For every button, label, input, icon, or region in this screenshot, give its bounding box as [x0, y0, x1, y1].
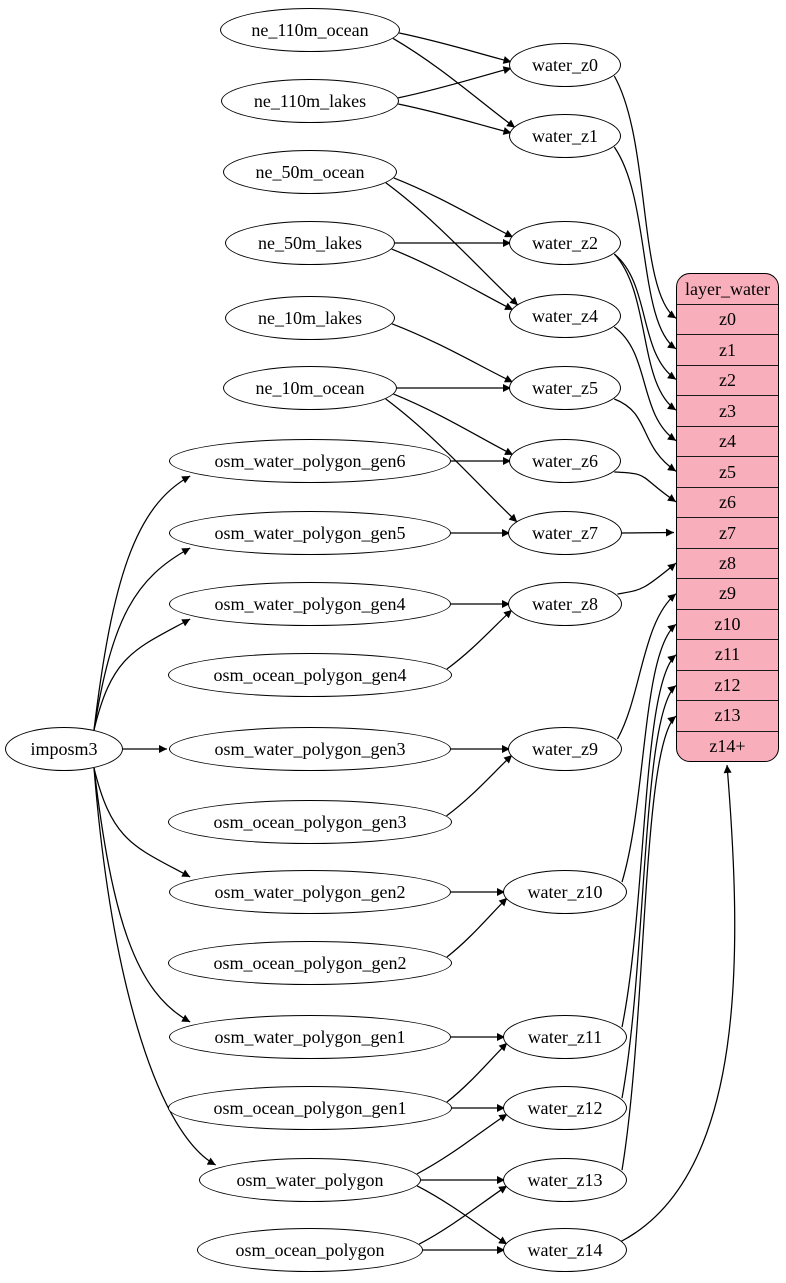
node-ne_50m_lakes: ne_50m_lakes	[225, 221, 395, 265]
edge-ne_50m_ocean-water_z4	[385, 182, 519, 306]
node-ne_110m_lakes: ne_110m_lakes	[221, 79, 399, 123]
edge-water_z2-z2	[613, 253, 677, 381]
table-row-z11: z11	[677, 639, 778, 669]
table-row-z7: z7	[677, 517, 778, 547]
edge-imposm3-osm_water_polygon_gen2	[93, 767, 191, 878]
edge-ne_110m_lakes-water_z0	[397, 66, 512, 99]
edge-water_z8-z8	[617, 562, 677, 595]
node-water_z5: water_z5	[509, 366, 621, 410]
node-osm_ocean_polygon_gen2: osm_ocean_polygon_gen2	[168, 941, 452, 985]
node-water_z13: water_z13	[503, 1158, 627, 1202]
edge-water_z1-z1	[613, 146, 677, 350]
edge-water_z2-z3	[613, 253, 677, 411]
table-row-z0: z0	[677, 304, 778, 334]
table-rows: z0 z1 z2 z3 z4 z5 z6 z7 z8 z9 z10 z11 z12 z13 z14+	[677, 304, 778, 761]
node-water_z0: water_z0	[509, 43, 621, 87]
node-osm_water_polygon: osm_water_polygon	[199, 1158, 421, 1202]
edge-ne_50m_lakes-water_z4	[391, 248, 514, 311]
node-water_z6: water_z6	[509, 439, 621, 483]
edge-ne_10m_ocean-water_z6	[393, 393, 514, 456]
table-row-z1: z1	[677, 334, 778, 364]
edge-ne_110m_ocean-water_z0	[399, 32, 512, 64]
node-water_z2: water_z2	[509, 221, 621, 265]
table-row-z13: z13	[677, 700, 778, 730]
node-osm_ocean_polygon_gen4: osm_ocean_polygon_gen4	[168, 653, 452, 697]
edge-water_z14-z14+	[619, 764, 736, 1243]
table-title: layer_water	[685, 278, 770, 299]
edge-ne_10m_ocean-water_z7	[385, 398, 518, 523]
table-row-z4: z4	[677, 425, 778, 456]
edge-imposm3-osm_water_polygon_gen4	[93, 618, 191, 731]
node-ne_10m_lakes: ne_10m_lakes	[225, 296, 395, 340]
edge-osm_water_polygon-water_z14	[416, 1185, 508, 1245]
layer-water-table: layer_water z0 z1 z2 z3 z4 z5 z6 z7 z8 z9 z10 z11 z1…	[676, 273, 779, 762]
table-row-z2: z2	[677, 364, 778, 395]
node-osm_water_polygon_gen4: osm_water_polygon_gen4	[169, 582, 451, 626]
edge-water_z6-z6	[614, 471, 677, 503]
edge-osm_ocean_polygon_gen3-water_z9	[446, 754, 513, 817]
table-row-z10: z10	[677, 608, 778, 639]
edge-osm_water_polygon-water_z12	[416, 1113, 508, 1175]
node-water_z11: water_z11	[503, 1015, 627, 1059]
node-ne_10m_ocean: ne_10m_ocean	[223, 366, 397, 410]
edge-imposm3-osm_water_polygon_gen6	[93, 475, 191, 731]
edge-water_z5-z5	[614, 398, 677, 472]
node-water_z1: water_z1	[509, 114, 621, 158]
node-water_z12: water_z12	[503, 1086, 627, 1130]
edge-osm_ocean_polygon-water_z13	[418, 1185, 508, 1245]
edge-osm_ocean_polygon_gen2-water_z10	[446, 897, 508, 958]
node-imposm3: imposm3	[5, 727, 123, 771]
node-osm_ocean_polygon_gen1: osm_ocean_polygon_gen1	[168, 1086, 452, 1130]
edge-ne_50m_ocean-water_z2	[393, 177, 514, 238]
node-ne_110m_ocean: ne_110m_ocean	[220, 8, 400, 52]
node-osm_water_polygon_gen1: osm_water_polygon_gen1	[169, 1015, 451, 1059]
edge-water_z11-z11	[621, 654, 677, 1028]
table-row-z5: z5	[677, 456, 778, 486]
table-row-z9: z9	[677, 578, 778, 608]
edge-ne_110m_lakes-water_z1	[398, 103, 512, 135]
edge-osm_ocean_polygon_gen4-water_z8	[446, 609, 513, 670]
node-ne_50m_ocean: ne_50m_ocean	[223, 150, 397, 194]
edge-imposm3-osm_water_polygon_gen1	[93, 767, 191, 1023]
table-row-z8: z8	[677, 547, 778, 578]
edge-imposm3-osm_water_polygon_gen5	[93, 547, 191, 731]
table-row-z3: z3	[677, 395, 778, 425]
edge-ne_110m_ocean-water_z1	[392, 37, 516, 129]
node-water_z10: water_z10	[503, 870, 627, 914]
edge-water_z10-z10	[621, 623, 677, 883]
table-row-z14+: z14+	[677, 730, 778, 761]
table-row-z6: z6	[677, 486, 778, 517]
edge-water_z4-z4	[613, 326, 677, 442]
edge-water_z12-z12	[621, 685, 677, 1099]
edge-water_z0-z0	[613, 75, 677, 319]
table-row-z12: z12	[677, 669, 778, 700]
edge-ne_10m_lakes-water_z5	[391, 323, 514, 383]
edge-water_z7-z7	[621, 528, 675, 537]
node-osm_ocean_polygon_gen3: osm_ocean_polygon_gen3	[168, 800, 452, 844]
node-water_z8: water_z8	[508, 582, 622, 626]
edge-water_z13-z13	[621, 715, 677, 1171]
node-osm_water_polygon_gen6: osm_water_polygon_gen6	[169, 439, 451, 483]
node-osm_water_polygon_gen3: osm_water_polygon_gen3	[169, 727, 451, 771]
node-water_z4: water_z4	[509, 294, 621, 338]
node-osm_water_polygon_gen5: osm_water_polygon_gen5	[169, 511, 451, 555]
node-water_z9: water_z9	[508, 727, 622, 771]
node-osm_water_polygon_gen2: osm_water_polygon_gen2	[169, 870, 451, 914]
edge-water_z9-z9	[616, 593, 677, 740]
node-water_z14: water_z14	[503, 1228, 627, 1272]
edge-osm_ocean_polygon_gen1-water_z11	[446, 1042, 508, 1103]
node-water_z7: water_z7	[508, 511, 622, 555]
node-osm_ocean_polygon: osm_ocean_polygon	[197, 1228, 423, 1272]
edge-imposm3-osm_water_polygon	[93, 767, 217, 1166]
